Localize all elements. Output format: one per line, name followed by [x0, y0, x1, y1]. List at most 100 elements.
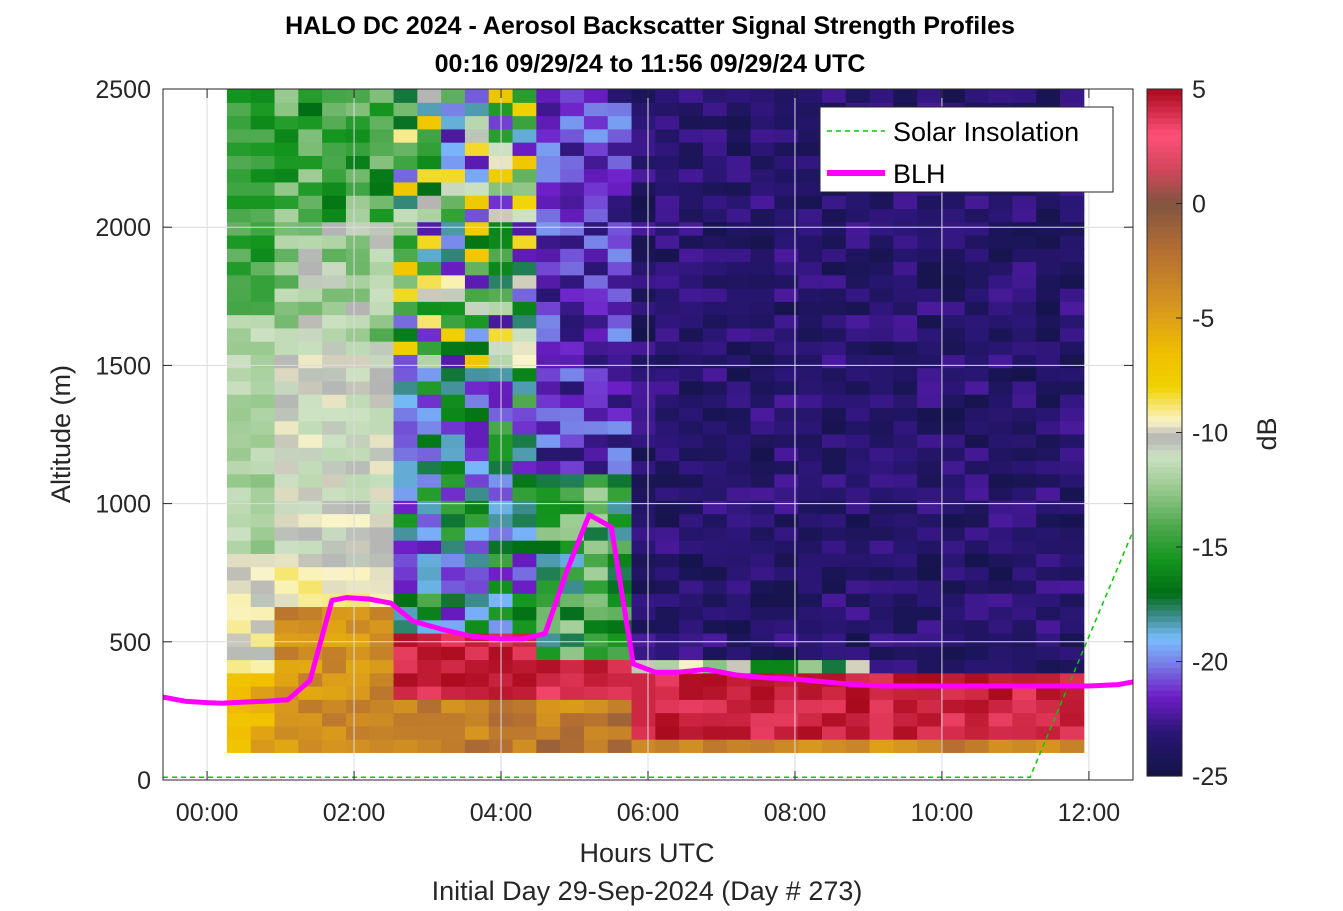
heatmap-cell — [1012, 619, 1037, 634]
heatmap-cell — [369, 513, 395, 528]
heatmap-cell — [726, 128, 752, 143]
colorbar-segment — [1147, 306, 1182, 313]
heatmap-cell — [917, 672, 942, 687]
heatmap-cell — [441, 380, 466, 395]
heatmap-cell — [750, 699, 775, 714]
heatmap-cell — [560, 699, 585, 714]
heatmap-cell — [1059, 89, 1085, 103]
colorbar-segment — [1147, 358, 1182, 365]
heatmap-cell — [607, 672, 633, 687]
heatmap-cell — [369, 473, 395, 488]
heatmap-cell — [1012, 420, 1037, 435]
heatmap-cell — [441, 221, 466, 236]
heatmap-cell — [679, 221, 704, 236]
heatmap-cell — [607, 394, 633, 409]
heatmap-cell — [560, 221, 585, 236]
heatmap-cell — [345, 686, 371, 700]
heatmap-cell — [1036, 579, 1061, 594]
heatmap-cell — [417, 526, 442, 541]
heatmap-cell — [893, 500, 918, 515]
heatmap-cell — [345, 500, 371, 515]
heatmap-cell — [702, 380, 728, 395]
heatmap-cell — [1036, 274, 1061, 289]
heatmap-cell — [1059, 579, 1085, 594]
heatmap-cell — [655, 168, 680, 183]
heatmap-cell — [702, 168, 728, 183]
colorbar-segment — [1147, 197, 1182, 205]
colorbar-segment — [1147, 627, 1182, 634]
colorbar-segment — [1147, 741, 1182, 748]
heatmap-cell — [1059, 500, 1085, 515]
heatmap-cell — [417, 460, 442, 475]
heatmap-cell — [869, 487, 894, 501]
heatmap-cell — [726, 725, 752, 740]
colorbar-segment — [1147, 707, 1182, 714]
heatmap-cell — [940, 248, 966, 263]
heatmap-cell — [250, 354, 276, 369]
heatmap-cell — [441, 288, 466, 302]
heatmap-cell — [750, 579, 775, 594]
heatmap-cell — [845, 513, 871, 528]
heatmap-cell — [774, 460, 799, 475]
heatmap-cell — [917, 354, 942, 369]
heatmap-cell — [869, 725, 894, 740]
heatmap-cell — [726, 274, 752, 289]
heatmap-cell — [607, 460, 633, 475]
heatmap-cell — [726, 89, 752, 103]
heatmap-cell — [750, 686, 775, 700]
heatmap-cell — [464, 540, 490, 554]
heatmap-cell — [607, 89, 633, 103]
heatmap-cell — [607, 128, 633, 143]
heatmap-cell — [369, 301, 395, 316]
heatmap-cell — [393, 208, 418, 223]
heatmap-cell — [226, 380, 252, 395]
heatmap-cell — [607, 407, 633, 422]
heatmap-cell — [369, 221, 395, 236]
heatmap-cell — [774, 128, 799, 143]
heatmap-cell — [798, 686, 823, 700]
heatmap-cell — [798, 128, 823, 143]
heatmap-cell — [631, 473, 656, 488]
heatmap-cell — [988, 566, 1013, 581]
colorbar-segment — [1147, 701, 1182, 708]
heatmap-cell — [393, 394, 418, 409]
heatmap-cell — [345, 341, 371, 355]
heatmap-cell — [821, 513, 847, 528]
colorbar-tick-label: 0 — [1192, 191, 1206, 219]
heatmap-cell — [940, 739, 966, 753]
heatmap-cell — [845, 526, 871, 541]
heatmap-cell — [1036, 699, 1061, 714]
heatmap-cell — [1012, 221, 1037, 236]
heatmap-cell — [1059, 540, 1085, 554]
heatmap-cell — [631, 367, 656, 382]
heatmap-cell — [512, 433, 537, 448]
heatmap-cell — [702, 646, 728, 661]
colorbar-segment — [1147, 770, 1182, 777]
heatmap-cell — [250, 632, 276, 647]
heatmap-cell — [679, 102, 704, 117]
heatmap-cell — [869, 473, 894, 488]
heatmap-cell — [845, 208, 871, 223]
heatmap-cell — [1012, 208, 1037, 223]
heatmap-cell — [393, 327, 418, 342]
heatmap-cell — [726, 739, 752, 753]
heatmap-cell — [845, 553, 871, 568]
heatmap-cell — [821, 473, 847, 488]
heatmap-cell — [893, 89, 918, 103]
heatmap-cell — [536, 646, 561, 661]
heatmap-cell — [702, 89, 728, 103]
colorbar-segment — [1147, 512, 1182, 519]
heatmap-cell — [679, 181, 704, 196]
heatmap-cell — [869, 301, 894, 316]
heatmap-cell — [441, 725, 466, 740]
heatmap-cell — [845, 686, 871, 700]
heatmap-cell — [250, 526, 276, 541]
heatmap-cell — [655, 208, 680, 223]
heatmap-cell — [417, 553, 442, 568]
heatmap-cell — [250, 380, 276, 395]
heatmap-cell — [536, 168, 561, 183]
heatmap-cell — [607, 473, 633, 488]
heatmap-cell — [226, 89, 252, 103]
heatmap-cell — [821, 619, 847, 634]
heatmap-cell — [1036, 248, 1061, 263]
